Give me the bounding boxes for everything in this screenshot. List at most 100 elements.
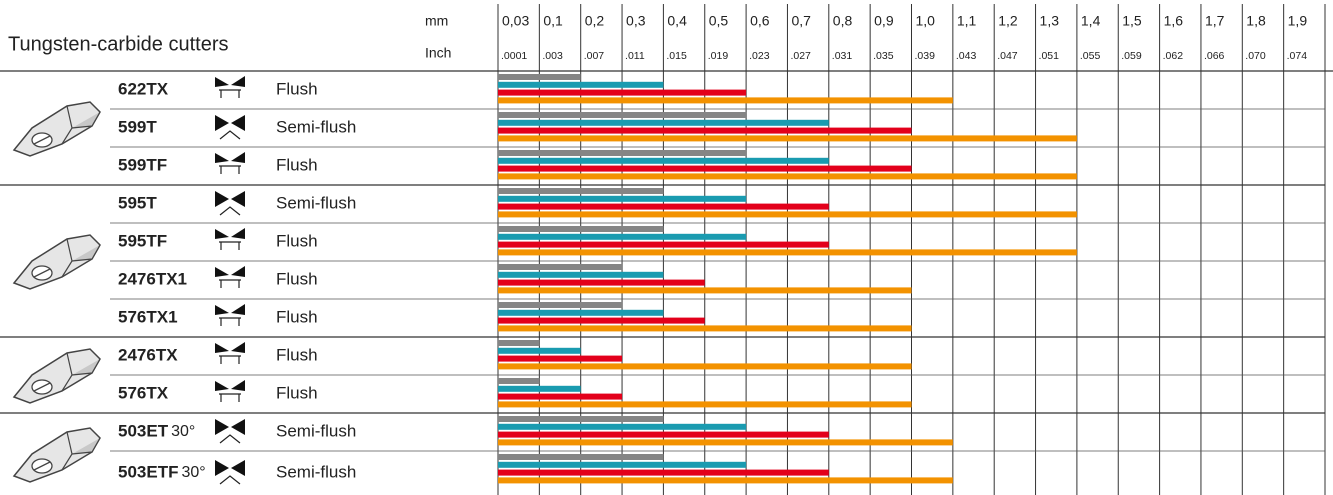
- bar: [498, 127, 912, 134]
- bar: [498, 74, 581, 80]
- bar: [498, 81, 664, 88]
- bar: [498, 271, 664, 278]
- x2-tick-label: .043: [956, 50, 977, 62]
- bar: [498, 378, 540, 384]
- bar: [498, 165, 912, 172]
- cut-icon: [214, 459, 246, 485]
- model-label: 2476TX: [118, 345, 178, 364]
- x-tick-label: 0,2: [585, 13, 605, 29]
- bar: [498, 393, 623, 400]
- cut-icon: [214, 266, 246, 289]
- model-label: 576TX: [118, 383, 169, 402]
- bar: [498, 233, 747, 240]
- cut-type-label: Semi-flush: [276, 193, 356, 212]
- x2-tick-label: .074: [1287, 50, 1308, 62]
- x-tick-label: 0,9: [874, 13, 894, 29]
- bar: [498, 150, 747, 156]
- x2-tick-label: .011: [625, 50, 645, 62]
- bar: [498, 279, 705, 286]
- x-tick-label: 0,8: [833, 13, 853, 29]
- x2-tick-label: .007: [584, 50, 605, 62]
- x-tick-label: 1,8: [1246, 13, 1266, 29]
- x2-tick-label: .051: [1039, 50, 1060, 62]
- bar: [498, 355, 623, 362]
- bar: [498, 325, 912, 332]
- bar: [498, 347, 581, 354]
- bar: [498, 439, 953, 446]
- x2-tick-label: .019: [708, 50, 729, 62]
- x-tick-label: 1,7: [1205, 13, 1225, 29]
- pliers-icon: [13, 101, 101, 157]
- x-axis-label: mm: [425, 13, 448, 29]
- x-tick-label: 1,0: [916, 13, 936, 29]
- cut-icon: [214, 304, 246, 327]
- bar: [498, 431, 829, 438]
- x2-tick-label: .035: [873, 50, 894, 62]
- x2-tick-label: .062: [1163, 50, 1184, 62]
- x-tick-label: 0,6: [750, 13, 770, 29]
- x-tick-label: 1,6: [1164, 13, 1184, 29]
- angle-label: 30°: [171, 423, 195, 440]
- cut-type-label: Semi-flush: [276, 462, 356, 481]
- x-tick-label: 0,03: [502, 13, 529, 29]
- x-tick-label: 1,3: [1040, 13, 1060, 29]
- cut-type-label: Semi-flush: [276, 421, 356, 440]
- bar: [498, 112, 747, 118]
- bar: [498, 119, 829, 126]
- bar: [498, 226, 664, 232]
- bar: [498, 423, 747, 430]
- cut-type-label: Flush: [276, 269, 318, 288]
- cut-type-label: Flush: [276, 383, 318, 402]
- model-label: 595T: [118, 193, 157, 212]
- bar: [498, 477, 953, 484]
- bar: [498, 249, 1077, 256]
- x2-tick-label: .047: [997, 50, 1018, 62]
- chart-title: Tungsten-carbide cutters: [8, 33, 228, 55]
- pliers-icon: [13, 234, 101, 290]
- bar: [498, 461, 747, 468]
- bar: [498, 195, 747, 202]
- x2-tick-label: .055: [1080, 50, 1101, 62]
- cut-type-label: Semi-flush: [276, 117, 356, 136]
- bar: [498, 317, 705, 324]
- bar: [498, 363, 912, 370]
- bar: [498, 385, 581, 392]
- x2-tick-label: .003: [542, 50, 563, 62]
- bar: [498, 264, 623, 270]
- x-tick-label: 1,5: [1122, 13, 1142, 29]
- bar: [498, 401, 912, 408]
- x2-tick-label: .0001: [501, 50, 527, 62]
- cut-icon: [214, 114, 246, 140]
- model-label: 2476TX1: [118, 269, 187, 288]
- angle-label: 30°: [181, 464, 205, 481]
- bar: [498, 469, 829, 476]
- bar: [498, 188, 664, 194]
- cut-type-label: Flush: [276, 231, 318, 250]
- x2-tick-label: .031: [832, 50, 853, 62]
- bar: [498, 173, 1077, 180]
- cut-icon: [214, 76, 246, 99]
- cut-type-label: Flush: [276, 79, 318, 98]
- x2-tick-label: .059: [1121, 50, 1142, 62]
- x2-tick-label: .023: [749, 50, 770, 62]
- bar: [498, 340, 540, 346]
- model-label: 503ETF: [118, 462, 178, 481]
- bar: [498, 211, 1077, 218]
- bar: [498, 203, 829, 210]
- cut-icon: [214, 228, 246, 251]
- bar: [498, 97, 953, 104]
- x-tick-label: 0,4: [667, 13, 687, 29]
- cut-icon: [214, 190, 246, 216]
- bar: [498, 241, 829, 248]
- x2-tick-label: .039: [915, 50, 936, 62]
- model-label: 599T: [118, 117, 157, 136]
- bar: [498, 135, 1077, 142]
- bar: [498, 287, 912, 294]
- x-tick-label: 1,1: [957, 13, 977, 29]
- bar: [498, 309, 664, 316]
- bar: [498, 454, 664, 460]
- model-label: 503ET: [118, 421, 169, 440]
- x-tick-label: 0,3: [626, 13, 646, 29]
- model-label: 576TX1: [118, 307, 178, 326]
